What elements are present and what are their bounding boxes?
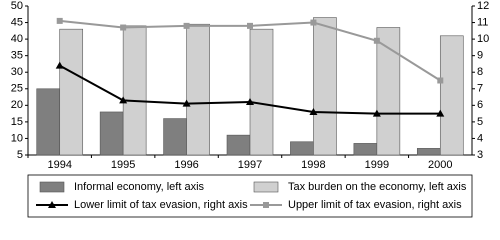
y2-tick-label: 6	[477, 99, 483, 111]
bar	[226, 134, 251, 156]
y2-tick-label: 11	[477, 16, 488, 28]
x-tick-label: 1998	[301, 159, 325, 171]
legend-label: Tax burden on the economy, left axis	[288, 181, 467, 193]
line-marker	[247, 22, 253, 29]
line-marker	[183, 22, 190, 29]
bar	[376, 27, 401, 156]
y-tick-label: 15	[11, 116, 23, 128]
bar	[249, 28, 274, 156]
line-marker	[436, 109, 445, 117]
y2-tick-label: 7	[477, 83, 483, 95]
line-marker	[373, 37, 380, 44]
bar	[439, 35, 464, 156]
line-marker	[246, 98, 254, 106]
y2-tick-label: 10	[477, 33, 489, 45]
bar	[353, 143, 378, 156]
legend-marker	[48, 201, 56, 208]
y-tick-label: 50	[11, 0, 23, 12]
line-marker	[437, 77, 444, 84]
line-marker	[309, 107, 318, 115]
y-tick-label: 35	[11, 50, 23, 62]
line-marker	[55, 61, 64, 69]
line-marker	[372, 109, 381, 117]
bar	[163, 118, 187, 156]
legend-swatch	[253, 181, 279, 193]
legend-label: Informal economy, left axis	[74, 181, 205, 193]
y2-tick-label: 3	[477, 149, 483, 161]
y-tick-label: 40	[11, 33, 23, 45]
bar	[290, 141, 314, 156]
line-marker	[56, 17, 63, 24]
x-tick-label: 1999	[365, 159, 389, 171]
y2-tick-label: 8	[477, 66, 483, 78]
y-tick-label: 5	[17, 149, 23, 161]
x-tick-label: 1994	[47, 159, 71, 171]
y2-tick-label: 9	[477, 50, 483, 62]
bar	[36, 88, 61, 156]
y-tick-label: 45	[11, 16, 23, 28]
y2-tick-label: 4	[477, 132, 483, 144]
legend-label: Upper limit of tax evasion, right axis	[288, 199, 462, 211]
bar	[313, 17, 337, 156]
y-tick-label: 30	[11, 66, 23, 78]
x-tick-label: 1995	[111, 159, 135, 171]
legend-marker	[263, 202, 269, 208]
legend-box	[27, 174, 473, 218]
bar	[122, 25, 147, 156]
line-marker	[119, 96, 128, 104]
legend-label: Lower limit of tax evasion, right axis	[74, 199, 248, 211]
legend-swatch	[39, 181, 65, 193]
y-tick-label: 20	[11, 99, 23, 111]
bar	[186, 23, 210, 156]
y-tick-label: 25	[11, 83, 23, 95]
bar	[416, 148, 441, 156]
line-marker	[310, 19, 317, 26]
bar	[99, 111, 124, 156]
x-tick-label: 2000	[428, 159, 452, 171]
y2-tick-label: 5	[477, 116, 483, 128]
line-marker	[120, 24, 127, 31]
y-tick-label: 10	[11, 132, 23, 144]
x-tick-label: 1996	[174, 159, 198, 171]
x-tick-label: 1997	[238, 159, 262, 171]
line-marker	[182, 99, 191, 107]
bar	[59, 28, 84, 156]
y2-tick-label: 12	[477, 0, 489, 12]
